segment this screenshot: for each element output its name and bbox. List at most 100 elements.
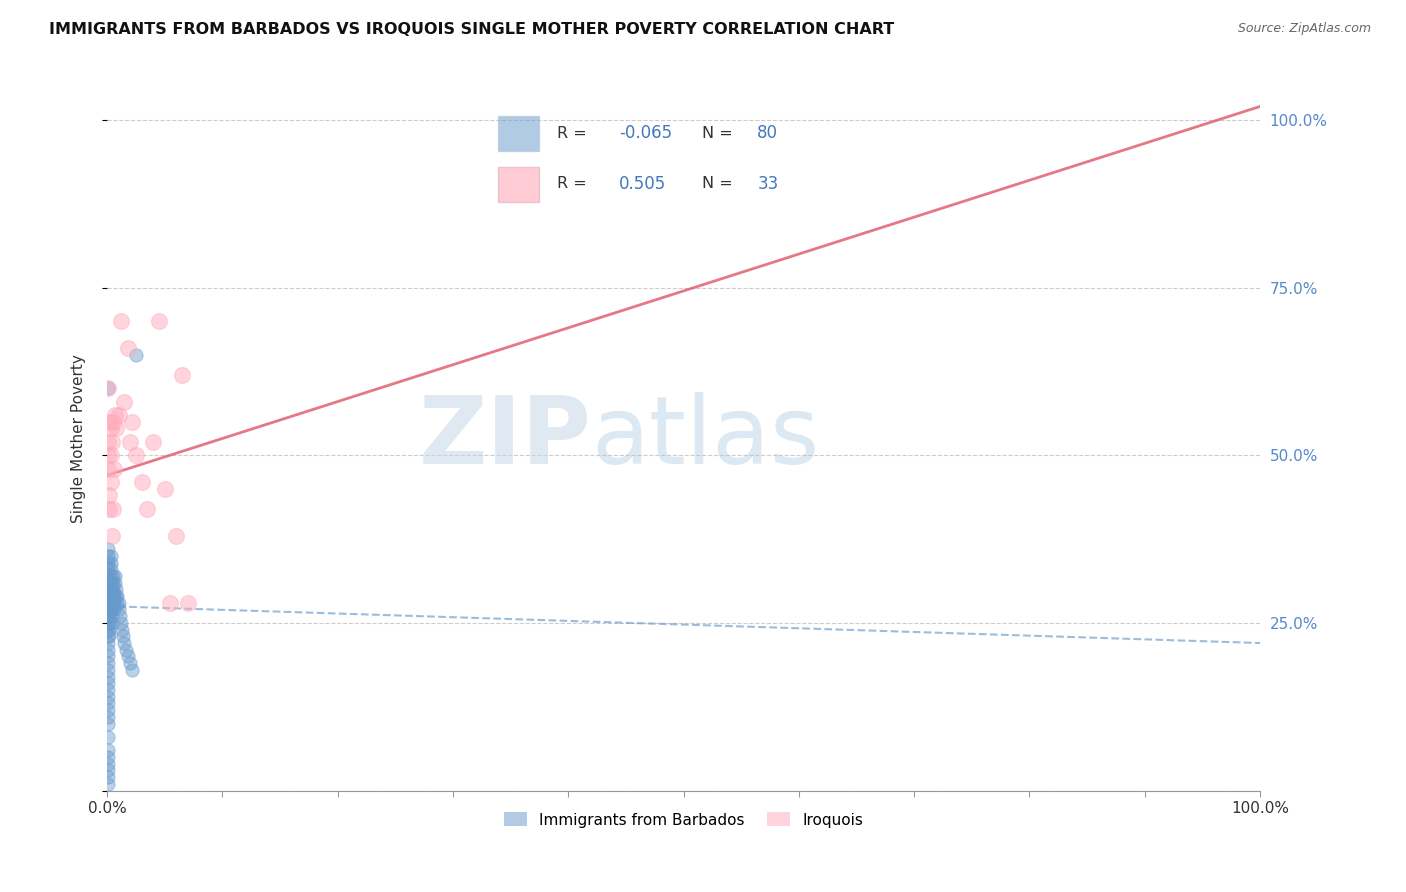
Point <box>114 642 136 657</box>
Point <box>97 690 120 704</box>
Point <box>148 314 170 328</box>
Point <box>97 542 120 557</box>
Point <box>98 589 121 603</box>
Legend: Immigrants from Barbados, Iroquois: Immigrants from Barbados, Iroquois <box>498 806 869 834</box>
Point <box>142 434 165 449</box>
Point <box>97 642 120 657</box>
Point <box>101 589 124 603</box>
Point <box>98 596 121 610</box>
Point <box>97 609 120 624</box>
Point <box>97 669 120 683</box>
Point <box>97 703 120 717</box>
Point <box>97 623 120 637</box>
Point <box>112 394 135 409</box>
Point <box>111 623 134 637</box>
Point <box>125 348 148 362</box>
Point <box>97 730 120 744</box>
Point <box>97 756 120 771</box>
Point <box>100 582 122 597</box>
Point <box>100 596 122 610</box>
Point <box>107 596 129 610</box>
Point <box>97 569 120 583</box>
Point <box>101 415 124 429</box>
Point <box>97 434 120 449</box>
Text: ZIP: ZIP <box>419 392 592 484</box>
Point <box>101 582 124 597</box>
Point <box>97 575 120 590</box>
Point <box>101 575 124 590</box>
Text: Source: ZipAtlas.com: Source: ZipAtlas.com <box>1237 22 1371 36</box>
Point <box>97 777 120 791</box>
Point <box>104 575 127 590</box>
Point <box>97 656 120 670</box>
Point <box>97 381 120 395</box>
Point <box>97 636 120 650</box>
Point <box>107 589 129 603</box>
Point <box>97 562 120 576</box>
Point <box>100 556 122 570</box>
Point <box>97 556 120 570</box>
Point <box>105 582 128 597</box>
Point <box>112 636 135 650</box>
Point <box>120 656 142 670</box>
Point <box>97 589 120 603</box>
Point <box>98 488 121 502</box>
Point <box>97 602 120 616</box>
Point <box>97 596 120 610</box>
Point <box>97 743 120 757</box>
Point <box>101 569 124 583</box>
Point <box>97 582 120 597</box>
Point <box>100 562 122 576</box>
Point <box>121 663 143 677</box>
Point <box>100 569 122 583</box>
Point <box>100 549 122 563</box>
Point <box>100 575 122 590</box>
Point <box>101 502 124 516</box>
Point <box>107 408 129 422</box>
Point <box>97 461 120 475</box>
Point <box>97 448 120 462</box>
Point <box>98 415 121 429</box>
Point <box>97 676 120 690</box>
Point <box>98 582 121 597</box>
Point <box>121 415 143 429</box>
Point <box>100 609 122 624</box>
Point <box>105 589 128 603</box>
Point <box>97 716 120 731</box>
Point <box>97 629 120 643</box>
Point <box>98 502 121 516</box>
Point <box>98 623 121 637</box>
Point <box>159 596 181 610</box>
Point <box>165 529 187 543</box>
Point <box>98 609 121 624</box>
Point <box>97 697 120 711</box>
Point <box>110 314 132 328</box>
Point <box>100 529 122 543</box>
Point <box>100 434 122 449</box>
Point <box>97 710 120 724</box>
Point <box>100 448 122 462</box>
Point <box>97 596 120 610</box>
Point <box>117 341 139 355</box>
Text: atlas: atlas <box>592 392 820 484</box>
Point <box>98 629 121 643</box>
Point <box>153 482 176 496</box>
Point <box>110 615 132 630</box>
Point <box>136 502 159 516</box>
Point <box>100 421 122 435</box>
Point <box>117 649 139 664</box>
Point <box>170 368 193 382</box>
Point <box>177 596 200 610</box>
Point <box>97 764 120 778</box>
Point <box>100 475 122 489</box>
Point <box>103 461 125 475</box>
Point <box>97 750 120 764</box>
Point <box>98 615 121 630</box>
Point <box>100 589 122 603</box>
Point <box>131 475 153 489</box>
Text: IMMIGRANTS FROM BARBADOS VS IROQUOIS SINGLE MOTHER POVERTY CORRELATION CHART: IMMIGRANTS FROM BARBADOS VS IROQUOIS SIN… <box>49 22 894 37</box>
Point <box>103 596 125 610</box>
Point <box>97 663 120 677</box>
Point <box>97 615 120 630</box>
Point <box>104 569 127 583</box>
